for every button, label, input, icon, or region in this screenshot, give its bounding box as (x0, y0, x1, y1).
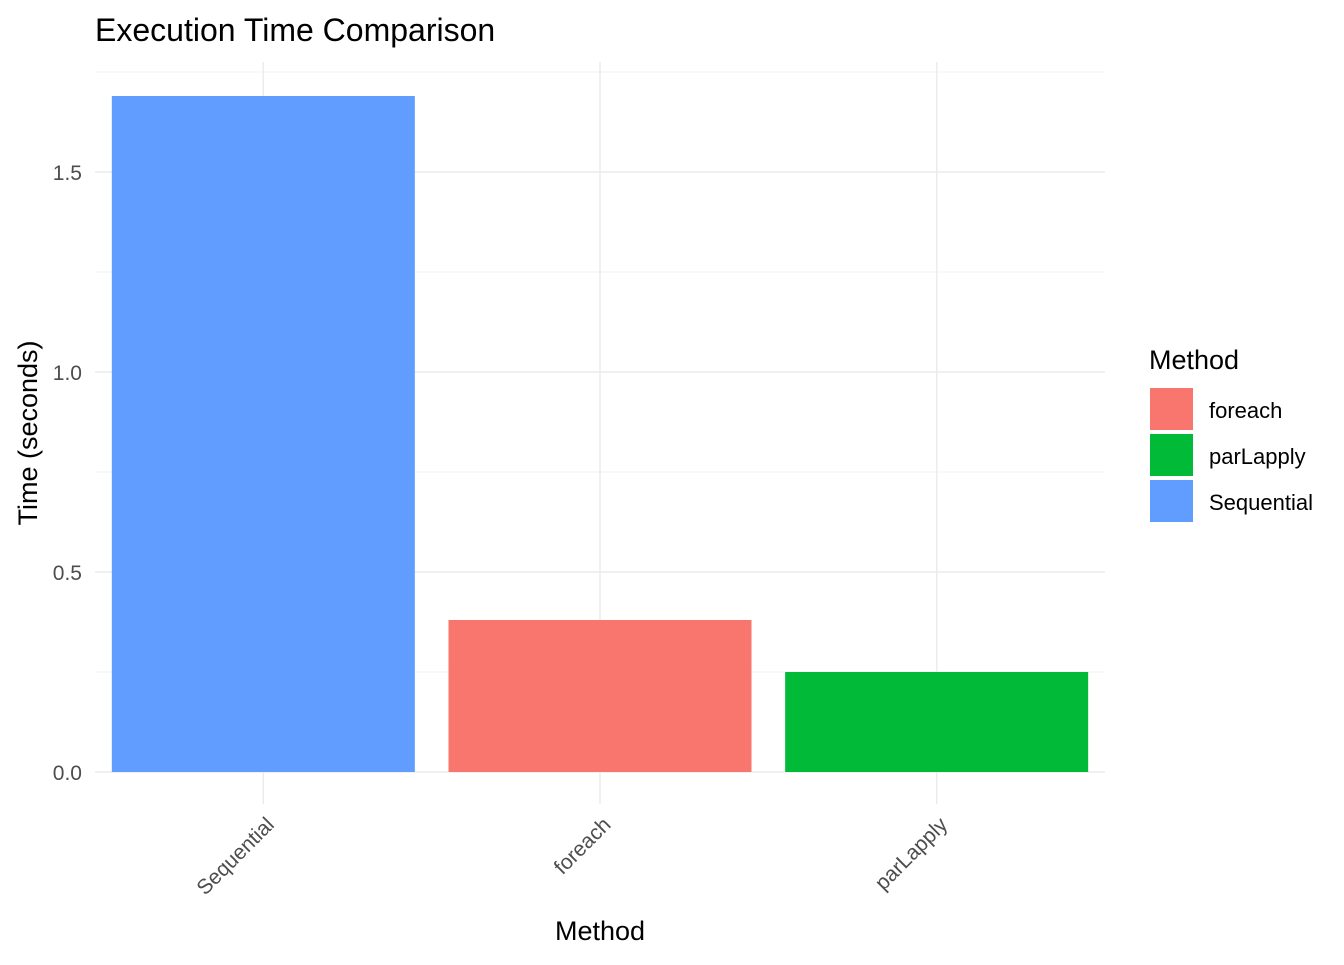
legend-label: parLapply (1209, 444, 1306, 469)
legend-items: foreach parLapply Sequential (1150, 388, 1313, 522)
legend-label: foreach (1209, 398, 1282, 423)
y-tick-label: 0.5 (53, 562, 82, 585)
legend-swatch (1150, 388, 1193, 430)
bars (111, 96, 1089, 772)
bar-sequential (111, 96, 415, 772)
x-axis-ticks: Sequential foreach parLapply (192, 813, 952, 900)
y-tick-label: 1.0 (53, 362, 82, 385)
legend-swatch (1150, 434, 1193, 476)
bar-parlapply (785, 672, 1089, 772)
y-tick-label: 1.5 (53, 162, 82, 185)
y-tick-label: 0.0 (53, 762, 82, 785)
x-axis-title: Method (555, 916, 645, 946)
y-axis-ticks: 0.0 0.5 1.0 1.5 (53, 162, 82, 785)
x-tick-label: foreach (550, 813, 616, 879)
x-tick-label: parLapply (871, 813, 953, 895)
legend-label: Sequential (1209, 490, 1313, 515)
bar-foreach (448, 620, 752, 772)
x-tick-label: Sequential (192, 813, 278, 899)
legend-swatch (1150, 480, 1193, 522)
legend-title: Method (1149, 345, 1239, 375)
y-axis-title: Time (seconds) (13, 340, 43, 525)
chart-title: Execution Time Comparison (95, 12, 495, 48)
legend: Method foreach parLapply Sequential (1149, 345, 1313, 522)
